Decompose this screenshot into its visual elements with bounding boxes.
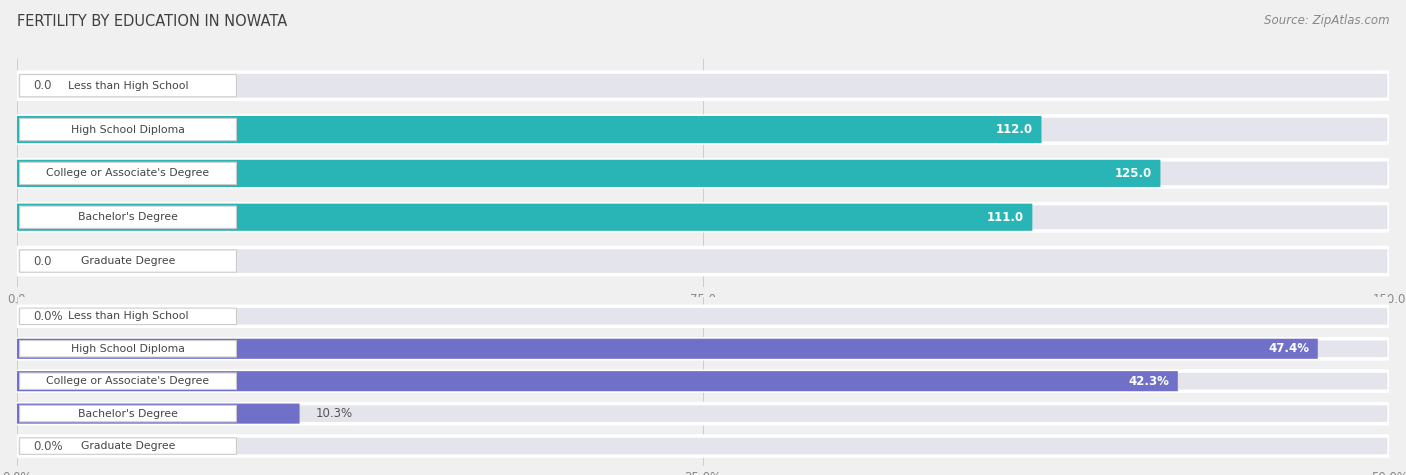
FancyBboxPatch shape	[20, 206, 236, 228]
FancyBboxPatch shape	[17, 371, 1389, 391]
FancyBboxPatch shape	[17, 116, 1389, 143]
Text: 0.0: 0.0	[34, 79, 52, 92]
Text: High School Diploma: High School Diploma	[72, 344, 186, 354]
Text: 47.4%: 47.4%	[1268, 342, 1309, 355]
Text: 111.0: 111.0	[987, 211, 1024, 224]
Text: 10.3%: 10.3%	[316, 407, 353, 420]
FancyBboxPatch shape	[20, 373, 236, 389]
Text: 125.0: 125.0	[1115, 167, 1152, 180]
Text: Less than High School: Less than High School	[67, 81, 188, 91]
FancyBboxPatch shape	[20, 308, 236, 324]
Text: Bachelor's Degree: Bachelor's Degree	[79, 408, 179, 418]
FancyBboxPatch shape	[17, 339, 1389, 359]
Text: Graduate Degree: Graduate Degree	[80, 256, 176, 266]
Text: College or Associate's Degree: College or Associate's Degree	[46, 168, 209, 179]
FancyBboxPatch shape	[17, 247, 1389, 275]
FancyBboxPatch shape	[17, 204, 1389, 231]
FancyBboxPatch shape	[20, 341, 236, 357]
Text: FERTILITY BY EDUCATION IN NOWATA: FERTILITY BY EDUCATION IN NOWATA	[17, 14, 287, 29]
FancyBboxPatch shape	[20, 75, 236, 97]
FancyBboxPatch shape	[20, 250, 236, 272]
Text: College or Associate's Degree: College or Associate's Degree	[46, 376, 209, 386]
FancyBboxPatch shape	[17, 204, 1032, 231]
FancyBboxPatch shape	[17, 116, 1042, 143]
Text: 112.0: 112.0	[995, 123, 1033, 136]
Text: 0.0%: 0.0%	[34, 439, 63, 453]
Text: Graduate Degree: Graduate Degree	[80, 441, 176, 451]
Text: 42.3%: 42.3%	[1129, 375, 1170, 388]
FancyBboxPatch shape	[20, 162, 236, 184]
FancyBboxPatch shape	[17, 339, 1317, 359]
Text: Less than High School: Less than High School	[67, 311, 188, 321]
Text: Source: ZipAtlas.com: Source: ZipAtlas.com	[1264, 14, 1389, 27]
FancyBboxPatch shape	[17, 160, 1160, 187]
FancyBboxPatch shape	[17, 306, 1389, 326]
FancyBboxPatch shape	[17, 371, 1178, 391]
FancyBboxPatch shape	[17, 160, 1389, 187]
Text: 0.0: 0.0	[34, 255, 52, 267]
Text: High School Diploma: High School Diploma	[72, 124, 186, 134]
FancyBboxPatch shape	[17, 72, 1389, 99]
FancyBboxPatch shape	[20, 405, 236, 422]
FancyBboxPatch shape	[17, 436, 1389, 456]
FancyBboxPatch shape	[17, 404, 1389, 424]
FancyBboxPatch shape	[17, 404, 299, 424]
FancyBboxPatch shape	[20, 438, 236, 454]
Text: Bachelor's Degree: Bachelor's Degree	[79, 212, 179, 222]
FancyBboxPatch shape	[20, 118, 236, 141]
Text: 0.0%: 0.0%	[34, 310, 63, 323]
